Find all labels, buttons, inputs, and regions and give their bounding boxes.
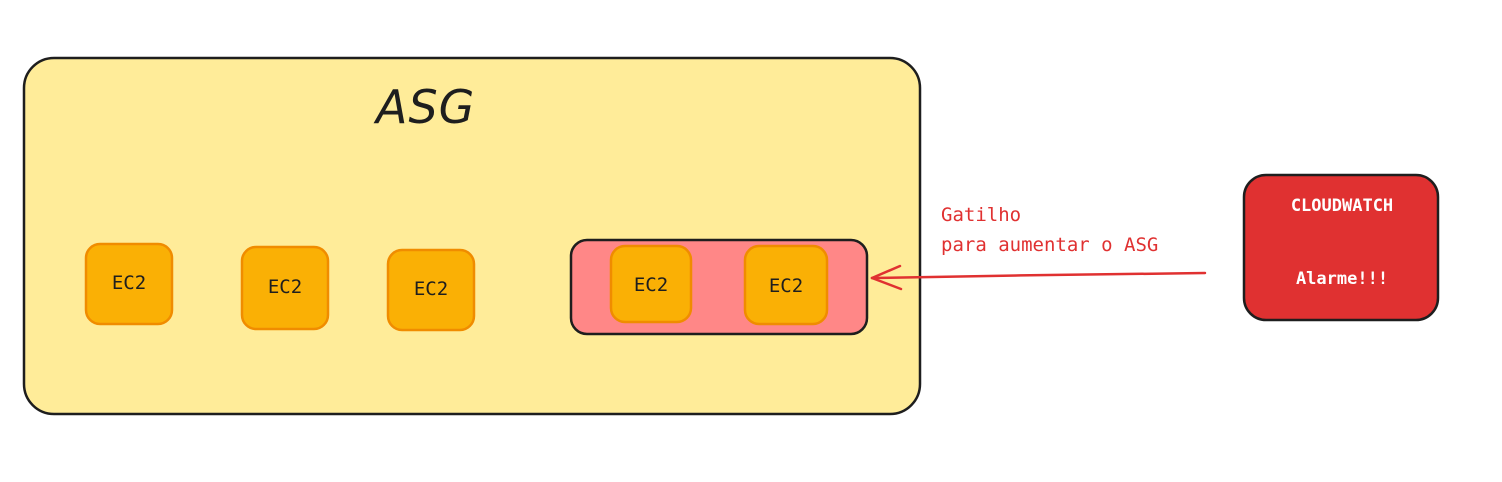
- trigger-arrow: [870, 264, 1207, 291]
- cloudwatch-alarm-text: Alarme!!!: [1295, 269, 1389, 289]
- ec2-instance-2: [240, 245, 330, 331]
- ec2-label: EC2: [413, 278, 449, 300]
- trigger-label-line1: Gatilho: [941, 204, 1022, 226]
- ec2-instance-4: [609, 244, 693, 324]
- ec2-label: EC2: [111, 272, 147, 294]
- cloudwatch-title: CLOUDWATCH: [1290, 196, 1394, 216]
- ec2-instance-1: [84, 242, 174, 326]
- asg-title: ASG: [376, 80, 476, 134]
- ec2-label: EC2: [267, 276, 303, 298]
- ec2-instance-3: [386, 248, 476, 332]
- cloudwatch-box: [1242, 173, 1440, 322]
- trigger-label-line2: para aumentar o ASG: [941, 234, 1159, 256]
- ec2-label: EC2: [633, 274, 669, 296]
- ec2-label: EC2: [768, 275, 804, 297]
- ec2-instance-5: [743, 244, 829, 326]
